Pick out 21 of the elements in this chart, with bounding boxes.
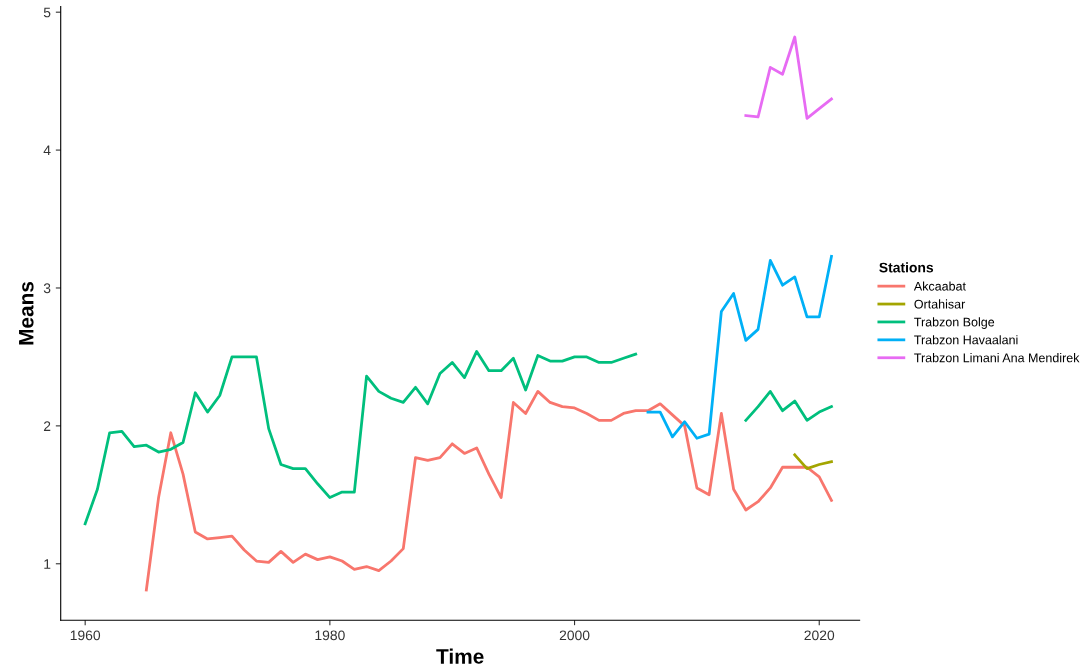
y-tick-label: 3 <box>43 283 51 294</box>
legend-label: Akcaabat <box>913 281 966 291</box>
legend-label: Trabzon Bolge <box>914 317 995 329</box>
x-tick-label: 2020 <box>804 630 835 641</box>
y-axis-title: Means <box>19 281 34 345</box>
legend-label: Ortahisar <box>914 299 966 309</box>
y-tick-label: 2 <box>43 421 51 431</box>
x-tick-label: 1960 <box>70 630 101 641</box>
y-tick-label: 5 <box>43 7 51 18</box>
x-tick-label: 2000 <box>559 630 590 641</box>
line-series <box>646 254 833 440</box>
legend-label: Trabzon Havaalani <box>914 335 1018 345</box>
x-tick-label: 1980 <box>315 630 345 641</box>
line-series <box>144 390 833 592</box>
y-tick-label: 4 <box>43 145 51 156</box>
x-axis-title: Time <box>436 648 484 664</box>
legend-title: Stations <box>879 262 934 273</box>
y-tick-label: 1 <box>44 559 51 569</box>
line-series <box>744 35 833 120</box>
line-series <box>793 453 833 471</box>
legend-label: Trabzon Limani Ana Mendirek <box>914 353 1080 363</box>
